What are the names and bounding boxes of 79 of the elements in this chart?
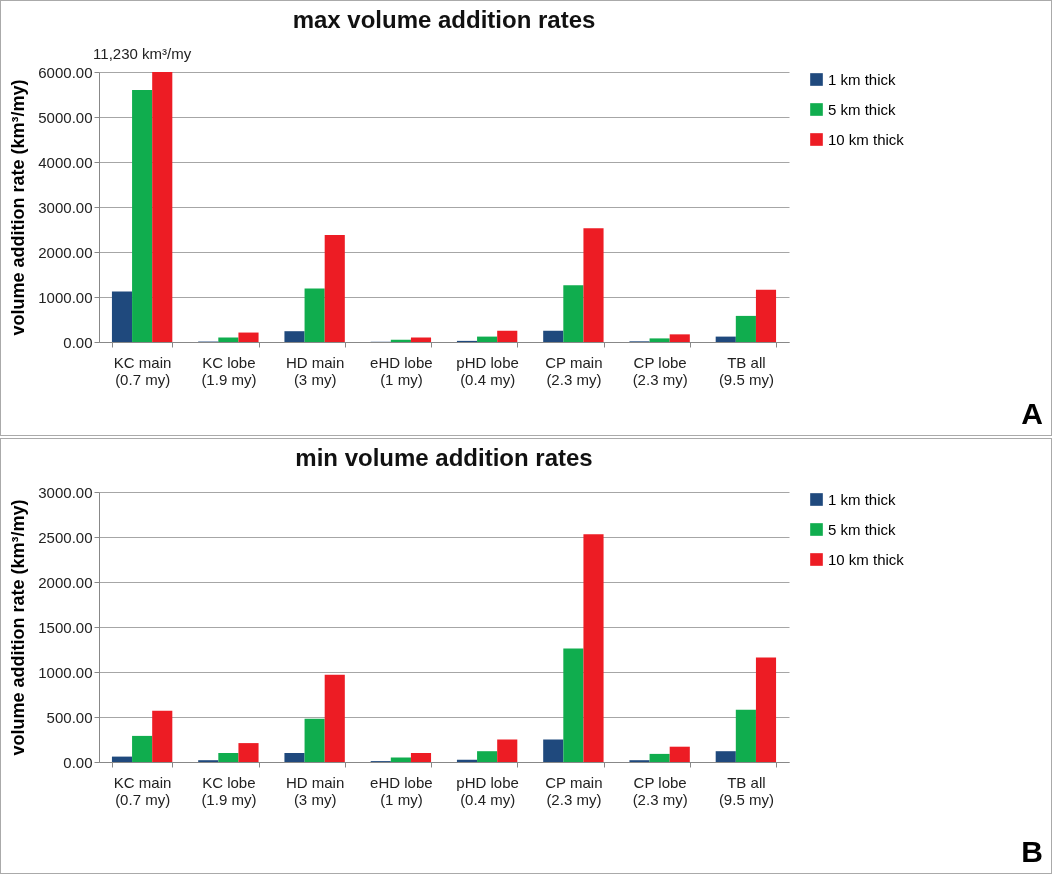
bar	[111, 291, 133, 342]
y-tick-label: 1000.00	[38, 288, 93, 306]
bar	[543, 739, 564, 762]
bar	[410, 753, 432, 762]
legend-label: 10 km thick	[828, 130, 905, 148]
bar	[649, 338, 670, 342]
x-tick-label: KC lobe (1.9 my)	[201, 353, 257, 388]
y-tick-label: 2000.00	[38, 573, 93, 591]
x-tick-label: TB all (9.5 my)	[718, 353, 774, 388]
x-tick-label: CP main (2.3 my)	[545, 353, 603, 388]
bar	[563, 285, 584, 342]
x-tick-label: KC main (0.7 my)	[113, 773, 172, 808]
y-axis-title: volume addition rate (km³/my)	[8, 499, 29, 756]
chart-title: min volume addition rates	[295, 444, 593, 471]
y-tick-label: 500.00	[46, 708, 93, 726]
bar	[284, 753, 305, 762]
bar	[152, 72, 173, 342]
bar	[755, 289, 777, 342]
bar	[477, 336, 498, 342]
bar	[111, 756, 133, 762]
bar	[563, 648, 584, 762]
bar	[735, 315, 756, 342]
y-tick-label: 3000.00	[38, 198, 93, 216]
x-tick-label: CP lobe (2.3 my)	[632, 353, 688, 388]
y-tick-label: 4000.00	[38, 153, 93, 171]
bar	[497, 739, 518, 762]
bar	[583, 534, 604, 762]
y-tick-label: 1000.00	[38, 663, 93, 681]
bar	[152, 710, 173, 762]
text: A	[1021, 397, 1043, 431]
legend-label: 5 km thick	[828, 520, 897, 538]
bar	[543, 330, 564, 342]
bar	[324, 234, 345, 342]
bar	[649, 753, 670, 762]
x-tick-label: pHD lobe (0.4 my)	[456, 773, 519, 808]
x-tick-label: KC lobe (1.9 my)	[201, 773, 257, 808]
bar	[132, 735, 153, 762]
y-tick-label: 3000.00	[38, 483, 93, 501]
y-tick-label: 1500.00	[38, 618, 93, 636]
legend-label: 1 km thick	[828, 70, 897, 88]
bar	[218, 753, 239, 762]
x-tick-label: KC main (0.7 my)	[113, 353, 172, 388]
chart-title: max volume addition rates	[292, 6, 596, 33]
x-tick-label: CP main (2.3 my)	[545, 773, 603, 808]
bar	[284, 331, 305, 342]
bar	[669, 334, 690, 342]
x-tick-label: HD main (3 my)	[285, 353, 345, 388]
x-tick-label: eHD lobe (1 my)	[370, 353, 433, 388]
y-axis-title: volume addition rate (km³/my)	[8, 79, 29, 336]
bar	[715, 751, 736, 762]
bar	[583, 228, 604, 342]
bar	[755, 657, 777, 762]
bar	[238, 332, 259, 342]
bar	[304, 288, 325, 342]
y-tick-label: 0.00	[63, 333, 93, 351]
bar	[132, 90, 153, 342]
bar	[735, 709, 756, 762]
legend-label: 5 km thick	[828, 100, 897, 118]
bar	[669, 746, 690, 762]
y-tick-label: 2500.00	[38, 528, 93, 546]
y-tick-label: 5000.00	[38, 108, 93, 126]
y-tick-label: 2000.00	[38, 243, 93, 261]
x-tick-label: CP lobe (2.3 my)	[632, 773, 688, 808]
bar	[497, 330, 518, 342]
x-tick-label: TB all (9.5 my)	[718, 773, 774, 808]
bar	[324, 674, 345, 762]
legend-label: 10 km thick	[828, 550, 905, 568]
bar	[715, 336, 736, 342]
bar	[238, 743, 259, 762]
legend-label: 1 km thick	[828, 490, 897, 508]
text: 11,230 km³/my	[93, 45, 192, 62]
y-tick-label: 0.00	[63, 753, 93, 771]
bar	[304, 718, 325, 762]
x-tick-label: eHD lobe (1 my)	[370, 773, 433, 808]
x-tick-label: pHD lobe (0.4 my)	[456, 353, 519, 388]
y-tick-label: 6000.00	[38, 63, 93, 81]
bar	[477, 751, 498, 762]
x-tick-label: HD main (3 my)	[285, 773, 345, 808]
text: B	[1021, 835, 1043, 869]
